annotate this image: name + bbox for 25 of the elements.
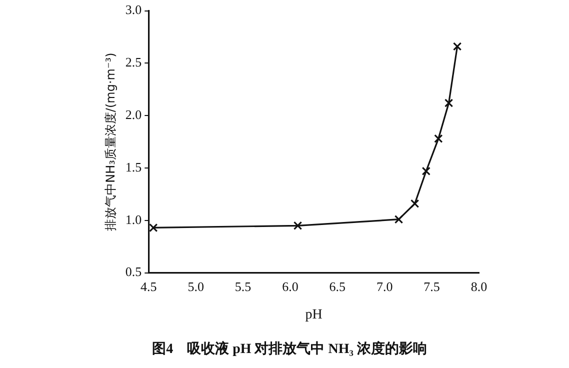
y-tick-label: 2.0 [125,107,142,122]
x-axis-title: pH [305,307,322,322]
x-tick-label: 6.0 [282,279,298,294]
x-tick-label: 6.5 [329,279,346,294]
x-tick-label: 7.5 [424,279,440,294]
y-tick-label: 1.5 [125,159,142,174]
point [410,199,420,208]
y-tick-label: 0.5 [125,264,142,280]
point [394,215,404,224]
x-tick-label: 4.5 [140,279,157,294]
point [422,166,430,176]
point [434,134,443,143]
point [149,223,158,232]
y-tick-label: 2.5 [125,54,142,70]
x-tick-label: 7.0 [376,279,393,294]
x-tick-label: 5.5 [234,279,252,294]
point [293,221,302,230]
point [444,98,454,108]
x-tick-label: 5.0 [188,279,204,294]
y-tick-label: 3.0 [125,2,142,18]
y-axis-title: 排放气中NH₃质量浓度/(mg·m⁻³) [103,52,118,231]
y-tick-label: 1.0 [125,212,142,227]
point [452,42,462,51]
text: 图4 吸收液 pH 对排放气中 NH₃ 浓度的影响 [152,340,427,358]
x-tick-label: 8.0 [470,279,488,294]
